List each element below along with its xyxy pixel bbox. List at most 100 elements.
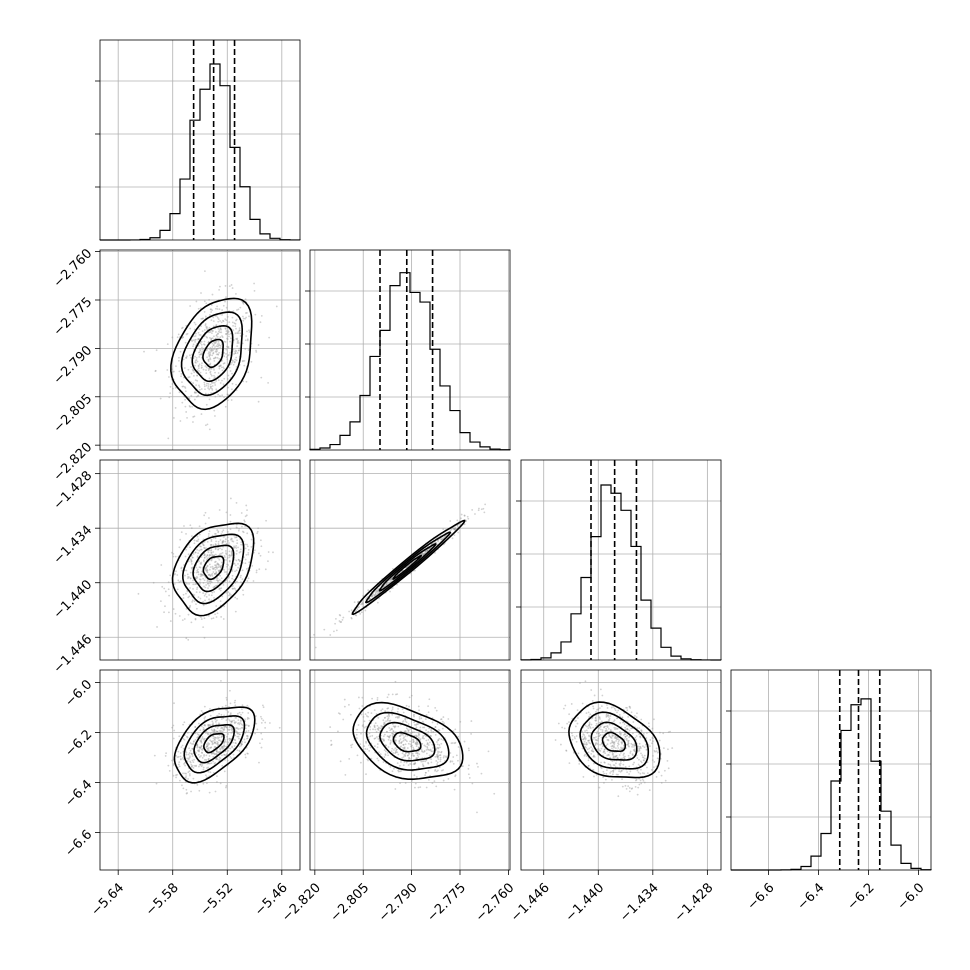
sample-point — [632, 749, 635, 751]
sample-point — [221, 542, 224, 545]
sample-point — [186, 332, 189, 335]
sample-point — [609, 729, 612, 731]
sample-point — [198, 353, 201, 356]
sample-point — [635, 735, 638, 737]
sample-point — [187, 753, 190, 756]
sample-point — [226, 573, 228, 576]
sample-point — [197, 337, 200, 340]
sample-point — [244, 543, 246, 546]
sample-point — [238, 711, 241, 714]
sample-point — [212, 742, 215, 745]
sample-point — [209, 346, 212, 349]
sample-point — [192, 421, 194, 423]
sample-point — [644, 743, 647, 746]
sample-point — [206, 569, 209, 572]
sample-point — [197, 753, 200, 756]
sample-point — [416, 741, 419, 744]
panel-frame — [309, 669, 511, 871]
sample-point — [219, 539, 222, 541]
sample-point — [227, 733, 230, 735]
sample-point — [190, 563, 193, 565]
sample-point — [221, 746, 224, 748]
sample-point — [410, 745, 413, 748]
sample-point — [232, 360, 234, 362]
histogram-2 — [309, 272, 511, 451]
sample-point — [608, 754, 610, 756]
sample-point — [221, 595, 224, 598]
sample-point — [228, 737, 231, 740]
sample-point — [215, 730, 218, 733]
sample-point — [207, 574, 210, 576]
sample-point — [219, 567, 222, 569]
sample-point — [195, 607, 198, 610]
sample-point — [599, 728, 602, 731]
sample-point — [410, 754, 413, 757]
sample-point — [576, 709, 579, 712]
sample-point — [224, 300, 226, 303]
sample-point — [463, 514, 466, 517]
sample-point — [611, 740, 614, 743]
sample-point — [203, 385, 206, 388]
sample-point — [226, 354, 229, 357]
sample-point — [366, 758, 369, 761]
sample-point — [187, 596, 190, 599]
sample-point — [219, 327, 222, 329]
sample-point — [203, 585, 205, 588]
sample-point — [210, 392, 212, 394]
sample-point — [584, 737, 587, 740]
sample-point — [609, 715, 612, 717]
sample-point — [187, 638, 190, 641]
sample-point — [227, 577, 230, 579]
sample-point — [256, 728, 259, 731]
sample-point — [209, 371, 212, 374]
sample-point — [223, 725, 226, 728]
sample-point — [198, 746, 201, 749]
sample-point — [343, 698, 346, 701]
sample-point — [619, 748, 621, 751]
sample-point — [629, 752, 632, 754]
sample-point — [647, 722, 650, 725]
sample-point — [411, 731, 414, 734]
sample-point — [375, 589, 378, 592]
sample-point — [373, 737, 376, 740]
sample-point — [240, 708, 243, 711]
sample-point — [187, 778, 189, 780]
sample-point — [419, 726, 422, 729]
y-tick-label: −6.0 — [62, 677, 95, 710]
sample-point — [610, 706, 613, 709]
sample-point — [236, 527, 238, 529]
sample-point — [641, 756, 644, 758]
sample-point — [633, 750, 636, 752]
sample-point — [246, 543, 248, 546]
sample-point — [210, 350, 213, 352]
sample-point — [230, 554, 233, 557]
sample-point — [214, 739, 216, 741]
sample-point — [388, 735, 391, 738]
sample-point — [213, 374, 215, 377]
sample-point — [392, 733, 395, 736]
sample-point — [207, 535, 210, 538]
sample-point — [238, 527, 240, 530]
sample-point — [239, 332, 242, 335]
sample-point — [185, 333, 188, 336]
sample-point — [391, 723, 394, 725]
sample-point — [181, 385, 184, 388]
sample-point — [406, 754, 409, 757]
sample-point — [426, 549, 429, 552]
sample-point — [437, 754, 440, 757]
sample-point — [391, 734, 394, 737]
sample-point — [601, 694, 604, 697]
sample-point — [218, 579, 221, 581]
sample-point — [606, 750, 609, 752]
sample-point — [400, 741, 403, 744]
sample-point — [370, 595, 373, 598]
sample-point — [181, 619, 184, 622]
sample-point — [603, 725, 606, 728]
sample-point — [216, 742, 218, 745]
sample-point — [424, 552, 426, 555]
sample-point — [219, 730, 222, 733]
sample-point — [212, 739, 215, 742]
sample-point — [437, 540, 439, 543]
sample-point — [222, 729, 225, 732]
sample-point — [198, 591, 201, 594]
